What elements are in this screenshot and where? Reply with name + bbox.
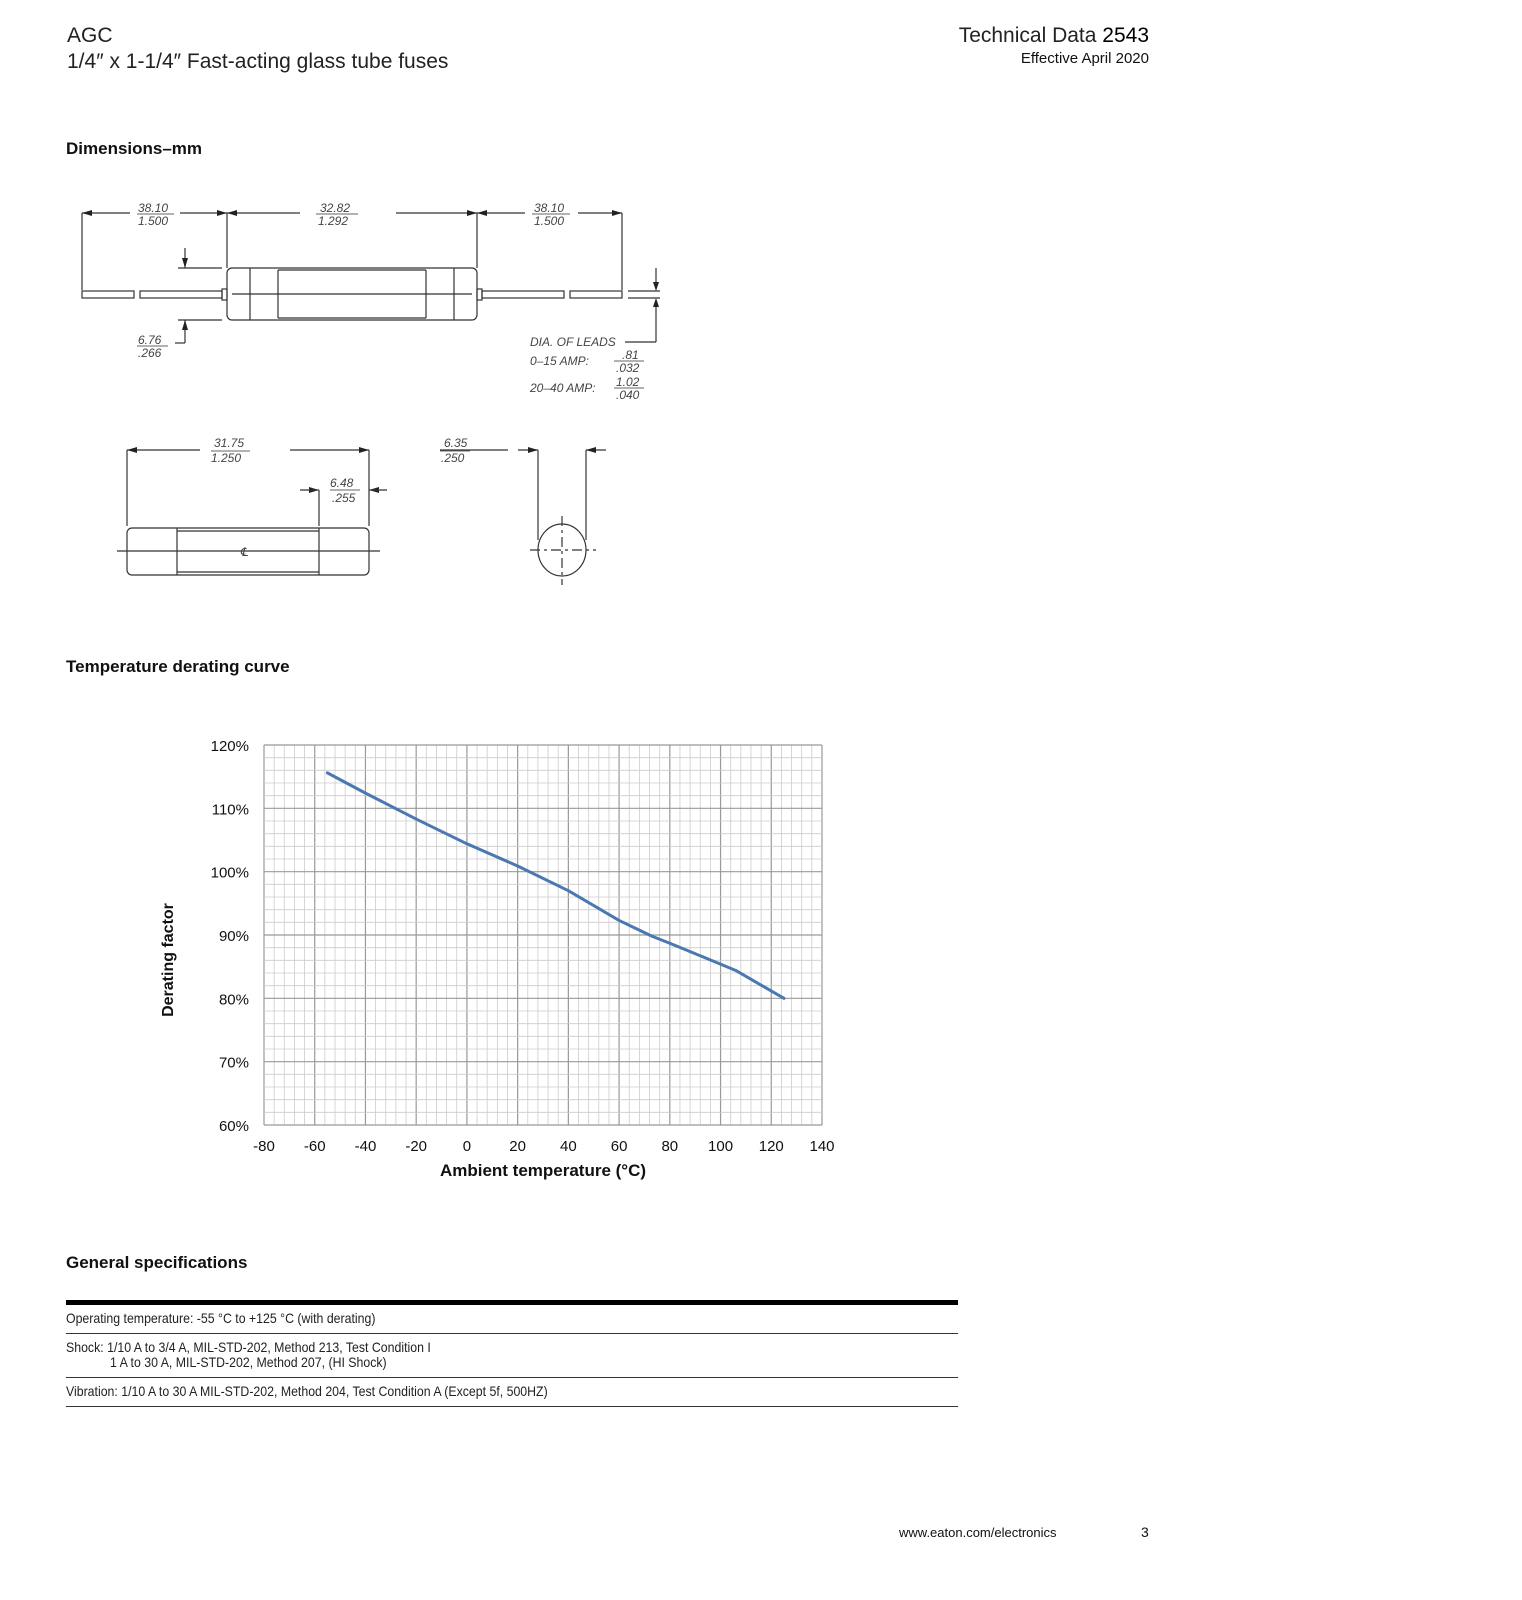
dim-mid-mm: 32.82 [320,201,350,215]
dimension-drawing: 38.10 1.500 32.82 1.292 38.10 1.500 6.76… [81,201,660,585]
x-tick-label: -80 [253,1138,275,1155]
x-tick-label: 0 [463,1138,471,1155]
dim-cap-len-mm: 6.48 [330,476,354,490]
x-tick-label: 40 [560,1138,577,1155]
leads-0-15-mm: .81 [622,348,639,362]
dim-cap-dia-in: .266 [138,346,162,360]
dim-mid-in: 1.292 [318,214,348,228]
x-tick-label: -20 [405,1138,427,1155]
y-tick-label: 90% [219,928,249,945]
leads-20-40-mm: 1.02 [616,375,640,389]
y-tick-label: 120% [211,738,249,755]
dimensions-heading: Dimensions–mm [66,139,203,158]
x-tick-label: 140 [809,1138,834,1155]
doc-title: Technical Data 2543 [959,24,1149,48]
leads-0-15-label: 0–15 AMP: [530,354,589,368]
x-tick-label: 120 [759,1138,784,1155]
specs-heading: General specifications [66,1253,248,1272]
dim-body-len-in: 1.250 [211,451,241,465]
x-tick-label: 80 [661,1138,678,1155]
spec-row-operating-temp: Operating temperature: -55 °C to +125 °C… [66,1310,376,1326]
spec-divider [66,1377,958,1378]
dim-cap-dia-mm: 6.76 [138,333,162,347]
leads-20-40-in: .040 [616,388,640,402]
spec-row-vibration: Vibration: 1/10 A to 30 A MIL-STD-202, M… [66,1383,548,1399]
centerline-symbol: ℄ [240,545,248,559]
page-number: 3 [1141,1524,1149,1540]
dim-right-mm: 38.10 [534,201,564,215]
doc-number: 2543 [1102,24,1149,47]
leads-20-40-label: 20–40 AMP: [529,381,596,395]
dim-right-in: 1.500 [534,214,564,228]
dim-left-mm: 38.10 [138,201,168,215]
x-tick-label: -60 [304,1138,326,1155]
specs-top-rule [66,1300,958,1305]
derating-heading: Temperature derating curve [66,657,290,676]
dim-left-in: 1.500 [138,214,168,228]
y-tick-label: 60% [219,1118,249,1135]
dim-diameter-mm: 6.35 [444,436,468,450]
spec-row-shock: Shock: 1/10 A to 3/4 A, MIL-STD-202, Met… [66,1339,431,1355]
product-subtitle: 1/4″ x 1-1/4″ Fast-acting glass tube fus… [67,50,449,73]
y-axis-title: Derating factor [160,903,177,1017]
spec-row-shock-line2: 1 A to 30 A, MIL-STD-202, Method 207, (H… [110,1354,387,1370]
x-tick-label: 60 [611,1138,628,1155]
x-tick-label: -40 [355,1138,377,1155]
dim-diameter-in: .250 [441,451,465,465]
y-tick-label: 100% [211,865,249,882]
leads-0-15-in: .032 [616,361,640,375]
y-tick-label: 70% [219,1055,249,1072]
derating-curve [325,771,786,1000]
x-tick-label: 100 [708,1138,733,1155]
effective-date: Effective April 2020 [1020,50,1149,67]
x-axis-title: Ambient temperature (°C) [440,1161,646,1180]
derating-chart: -80 -60 -40 -20 0 20 40 60 80 100 120 140 60% 70% 80% 9… [160,738,835,1180]
spec-divider [66,1333,958,1334]
y-tick-label: 80% [219,991,249,1008]
doc-label: Technical Data [958,24,1097,47]
x-tick-label: 20 [509,1138,526,1155]
product-name: AGC [67,24,113,47]
dim-body-len-mm: 31.75 [214,436,244,450]
spec-divider [66,1406,958,1407]
dim-cap-len-in: .255 [332,491,356,505]
footer-url[interactable]: www.eaton.com/electronics [899,1525,1057,1540]
leads-label: DIA. OF LEADS [530,335,616,349]
y-tick-label: 110% [212,801,249,818]
